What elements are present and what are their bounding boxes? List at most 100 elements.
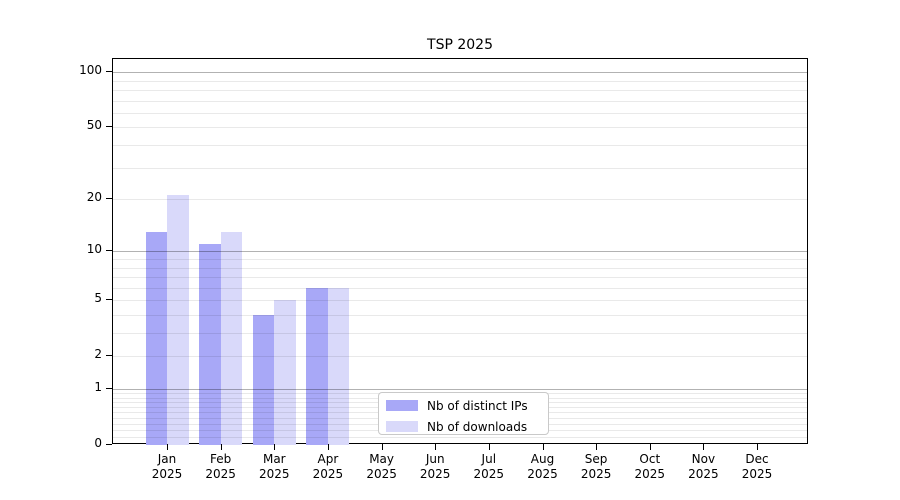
x-tick-oct bbox=[649, 444, 651, 450]
gridline-minor-6 bbox=[113, 287, 807, 289]
month-label: Feb bbox=[209, 452, 232, 466]
year-label: 2025 bbox=[527, 467, 558, 481]
bar-jan-nb-of-downloads bbox=[167, 195, 189, 445]
year-label: 2025 bbox=[312, 467, 344, 481]
month-label: Aug bbox=[530, 452, 555, 466]
month-label: May bbox=[369, 452, 394, 466]
month-label: Sep bbox=[584, 452, 608, 466]
legend-row-0: Nb of distinct IPs bbox=[386, 398, 528, 413]
gridline-minor-9 bbox=[113, 259, 807, 261]
gridline-minor-80 bbox=[113, 90, 807, 92]
bar-feb-nb-of-downloads bbox=[220, 231, 243, 445]
y-tick-1 bbox=[106, 388, 112, 389]
month-label: Jan bbox=[157, 452, 177, 466]
y-tick-label-1: 1 bbox=[94, 380, 102, 395]
x-tick-mar bbox=[274, 444, 276, 450]
x-tick-feb bbox=[220, 444, 222, 450]
month-label: Dec bbox=[745, 452, 769, 466]
x-tick-nov bbox=[703, 444, 705, 450]
x-tick-label-feb: Feb 2025 bbox=[191, 452, 251, 482]
bar-jan-nb-of-distinct-ips bbox=[145, 231, 167, 445]
gridline-minor-8 bbox=[113, 267, 807, 269]
plot-area bbox=[112, 58, 808, 445]
gridline-minor-60 bbox=[113, 112, 807, 114]
y-tick-20 bbox=[106, 198, 112, 200]
year-label: 2025 bbox=[205, 467, 236, 481]
year-label: 2025 bbox=[151, 467, 183, 481]
x-tick-label-mar: Mar 2025 bbox=[244, 452, 304, 482]
y-tick-label-0: 0 bbox=[94, 436, 102, 450]
bar-apr-nb-of-downloads bbox=[327, 287, 350, 445]
bar-mar-nb-of-distinct-ips bbox=[252, 315, 275, 445]
gridline-minor-40 bbox=[113, 145, 807, 147]
gridline-minor-7 bbox=[113, 277, 807, 279]
y-tick-label-100: 100 bbox=[79, 63, 102, 78]
month-label: Jul bbox=[481, 452, 497, 466]
legend-swatch-1 bbox=[386, 421, 418, 432]
y-tick-label-10: 10 bbox=[86, 242, 102, 257]
y-tick-label-50: 50 bbox=[86, 118, 102, 133]
x-tick-label-oct: Oct 2025 bbox=[620, 452, 680, 482]
x-tick-label-may: May 2025 bbox=[352, 452, 412, 482]
bar-feb-nb-of-distinct-ips bbox=[199, 244, 221, 445]
month-label: Mar bbox=[262, 452, 286, 466]
gridline-major-100 bbox=[113, 72, 807, 74]
year-label: 2025 bbox=[259, 467, 290, 481]
x-tick-sep bbox=[596, 444, 598, 450]
bar-apr-nb-of-distinct-ips bbox=[306, 287, 328, 445]
gridline-minor-70 bbox=[113, 100, 807, 102]
gridline-minor-50 bbox=[113, 127, 807, 129]
x-tick-label-aug: Aug 2025 bbox=[513, 452, 573, 482]
y-tick-10 bbox=[106, 250, 112, 252]
month-label: Nov bbox=[691, 452, 716, 466]
y-tick-0 bbox=[106, 444, 112, 445]
x-tick-label-sep: Sep 2025 bbox=[566, 452, 626, 482]
x-tick-jun bbox=[435, 444, 437, 450]
month-label: Apr bbox=[317, 452, 339, 466]
year-label: 2025 bbox=[741, 467, 773, 481]
y-tick-5 bbox=[106, 299, 112, 301]
y-tick-2 bbox=[106, 355, 112, 357]
gridline-minor-90 bbox=[113, 80, 807, 82]
x-tick-label-jan: Jan 2025 bbox=[137, 452, 197, 482]
legend-row-1: Nb of downloads bbox=[386, 419, 528, 434]
legend-swatch-0 bbox=[386, 400, 418, 411]
y-tick-label-5: 5 bbox=[94, 291, 102, 306]
legend-label-1: Nb of downloads bbox=[427, 419, 528, 434]
year-label: 2025 bbox=[688, 467, 719, 481]
x-tick-aug bbox=[542, 444, 544, 450]
x-tick-label-nov: Nov 2025 bbox=[673, 452, 733, 482]
chart-title: TSP 2025 bbox=[427, 37, 493, 53]
year-label: 2025 bbox=[580, 467, 612, 481]
x-tick-label-dec: Dec 2025 bbox=[727, 452, 787, 482]
gridline-major-1 bbox=[113, 389, 807, 391]
x-tick-jul bbox=[488, 444, 490, 450]
gridline-minor-5 bbox=[113, 300, 807, 302]
x-tick-apr bbox=[327, 444, 329, 450]
gridline-minor-2 bbox=[113, 356, 807, 358]
gridline-minor-30 bbox=[113, 167, 807, 169]
year-label: 2025 bbox=[634, 467, 666, 481]
gridline-minor-4 bbox=[113, 315, 807, 316]
month-label: Oct bbox=[639, 452, 661, 466]
gridline-minor-3 bbox=[113, 333, 807, 335]
bar-mar-nb-of-downloads bbox=[274, 300, 296, 445]
y-tick-label-2: 2 bbox=[94, 347, 102, 362]
x-tick-label-jun: Jun 2025 bbox=[405, 452, 465, 482]
gridline-major-10 bbox=[113, 251, 807, 253]
x-tick-label-jul: Jul 2025 bbox=[459, 452, 519, 482]
legend: Nb of distinct IPs Nb of downloads bbox=[378, 392, 549, 435]
y-tick-50 bbox=[106, 126, 112, 128]
x-tick-may bbox=[381, 444, 383, 450]
legend-label-0: Nb of distinct IPs bbox=[427, 398, 528, 413]
year-label: 2025 bbox=[366, 467, 397, 481]
gridline-minor-0.1 bbox=[113, 437, 807, 439]
year-label: 2025 bbox=[419, 467, 451, 481]
gridline-minor-20 bbox=[113, 199, 807, 201]
x-tick-dec bbox=[757, 444, 758, 450]
x-tick-label-apr: Apr 2025 bbox=[298, 452, 358, 482]
year-label: 2025 bbox=[473, 467, 505, 481]
x-tick-jan bbox=[167, 444, 168, 450]
y-tick-100 bbox=[106, 71, 112, 73]
